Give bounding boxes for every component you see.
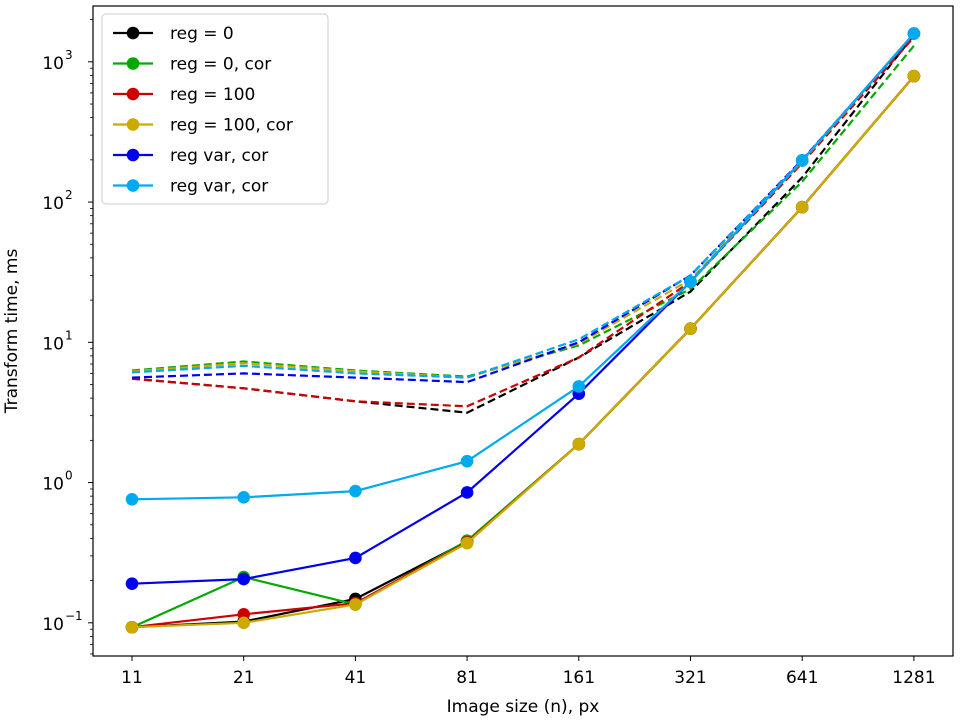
- series-dashed-line: [131, 36, 915, 408]
- legend: reg = 0 reg = 0, cor reg = 100 reg = 100, c…: [101, 13, 329, 205]
- x-tick-label: 321: [674, 668, 706, 688]
- data-point: [907, 69, 921, 83]
- data-point: [349, 551, 362, 565]
- legend-entry-label: reg = 100: [170, 85, 255, 105]
- data-point: [795, 200, 809, 214]
- data-point: [349, 598, 362, 611]
- data-point: [237, 491, 250, 504]
- series-line: [131, 32, 915, 501]
- legend-marker: [126, 118, 140, 131]
- legend-marker: [126, 57, 140, 70]
- y-tick-label: 10: [42, 475, 64, 495]
- x-tick-label: 11: [121, 668, 143, 688]
- data-point: [572, 380, 586, 393]
- x-axis-label: Image size (n), px: [447, 697, 600, 717]
- y-tick-exponent: −1: [65, 609, 83, 623]
- legend-entry-label: reg = 0, cor: [170, 55, 271, 75]
- data-point: [125, 577, 139, 591]
- data-point: [349, 484, 362, 498]
- series-line: [131, 75, 915, 629]
- x-tick-label: 161: [563, 668, 595, 688]
- legend-marker: [126, 26, 140, 40]
- legend-marker: [126, 148, 140, 162]
- legend-box: [101, 13, 329, 205]
- y-tick-exponent: 0: [65, 469, 73, 483]
- data-point: [460, 486, 474, 499]
- data-point: [125, 620, 139, 634]
- legend-marker: [126, 87, 140, 101]
- x-tick-label: 41: [345, 668, 367, 688]
- legend-marker: [126, 179, 140, 192]
- y-tick-label: 10: [42, 194, 64, 214]
- y-tick-exponent: 3: [65, 48, 73, 62]
- legend-entry-label: reg var, cor: [170, 177, 268, 197]
- data-point: [125, 492, 139, 506]
- data-point: [460, 536, 474, 550]
- y-tick-label: 10: [42, 54, 64, 74]
- y-axis-label: Transform time, ms: [2, 249, 22, 415]
- data-point: [237, 572, 250, 586]
- series-layer: [125, 27, 921, 634]
- data-point: [907, 27, 921, 40]
- x-tick-label: 21: [233, 668, 255, 688]
- data-point: [572, 437, 586, 451]
- data-point: [795, 154, 809, 167]
- legend-entry-label: reg var, cor: [170, 146, 268, 166]
- legend-entry-label: reg = 100, cor: [170, 116, 293, 136]
- x-tick-label: 1281: [892, 668, 935, 688]
- y-tick-exponent: 1: [65, 328, 73, 342]
- y-tick-label: 10: [42, 615, 64, 635]
- y-tick-label: 10: [42, 334, 64, 354]
- x-tick-label: 81: [456, 668, 478, 688]
- series-dashed-line: [131, 34, 915, 414]
- x-tick-label: 641: [786, 668, 818, 688]
- y-tick-exponent: 2: [65, 188, 73, 202]
- plot-frame: [92, 5, 954, 657]
- data-point: [460, 454, 474, 468]
- data-point: [684, 275, 697, 289]
- legend-entry-label: reg = 0: [170, 24, 234, 44]
- data-point: [684, 322, 697, 336]
- data-point: [237, 616, 250, 630]
